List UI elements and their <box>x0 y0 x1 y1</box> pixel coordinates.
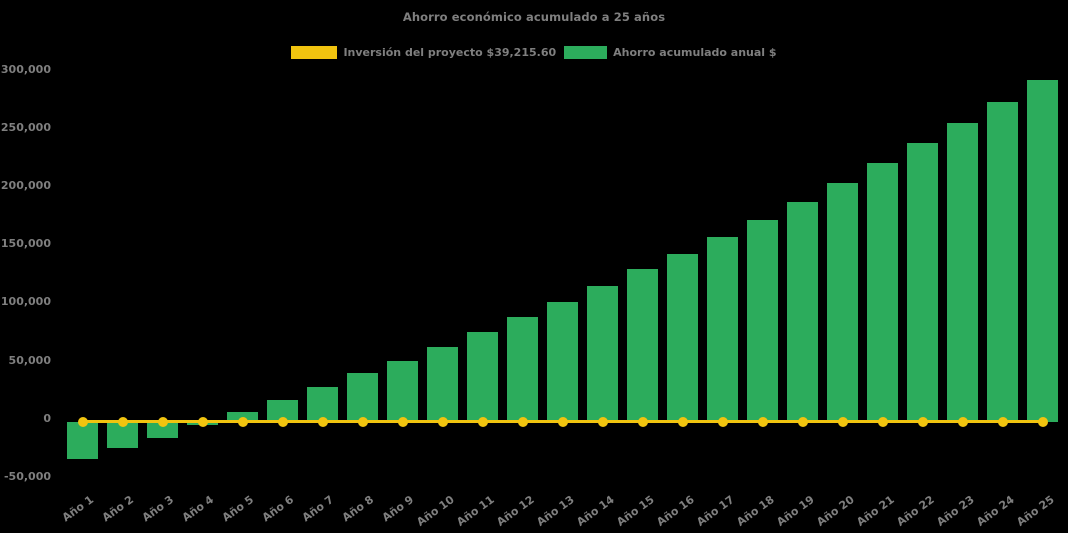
y-axis-tick-label: 100,000 <box>0 295 51 309</box>
savings-bar <box>787 201 819 422</box>
x-axis-tick-label: Año 5 <box>220 493 257 525</box>
legend-item-savings[interactable]: Ahorro acumulado anual $ <box>564 46 777 59</box>
x-axis-tick-label: Año 18 <box>733 493 777 529</box>
y-axis-tick-label: -50,000 <box>3 469 51 483</box>
investment-line-marker <box>437 416 448 427</box>
investment-line-marker <box>477 416 488 427</box>
savings-bar <box>67 421 99 459</box>
investment-line-marker <box>157 416 168 427</box>
investment-line-marker <box>717 416 728 427</box>
y-axis-tick-label: 250,000 <box>0 120 51 134</box>
savings-series-swatch <box>564 46 608 59</box>
savings-bar <box>667 253 699 422</box>
investment-line-marker <box>197 416 208 427</box>
x-axis-tick-label: Año 13 <box>533 493 577 529</box>
investment-line-marker <box>677 416 688 427</box>
savings-bar <box>827 182 859 422</box>
x-axis-tick-label: Año 22 <box>893 493 937 529</box>
investment-line-marker <box>1037 416 1048 427</box>
investment-line-marker <box>277 416 288 427</box>
savings-bar <box>867 163 899 422</box>
investment-line-marker <box>557 416 568 427</box>
x-axis-tick-label: Año 24 <box>973 493 1017 529</box>
savings-bar <box>147 421 179 438</box>
investment-line-marker <box>397 416 408 427</box>
savings-bar <box>267 399 299 422</box>
investment-line-marker <box>757 416 768 427</box>
investment-line-marker <box>957 416 968 427</box>
y-axis-tick-label: 50,000 <box>8 353 51 367</box>
savings-bar <box>987 101 1019 422</box>
x-axis-tick-label: Año 25 <box>1013 493 1057 529</box>
x-axis-tick-label: Año 1 <box>60 493 97 525</box>
x-axis-tick-label: Año 16 <box>653 493 697 529</box>
x-axis-tick-label: Año 17 <box>693 493 737 529</box>
x-axis-tick-label: Año 14 <box>573 493 617 529</box>
x-axis-tick-label: Año 7 <box>300 493 337 525</box>
y-axis-tick-label: 0 <box>43 411 51 425</box>
x-axis-tick-label: Año 23 <box>933 493 977 529</box>
legend-label-investment: Inversión del proyecto $39,215.60 <box>343 46 557 59</box>
x-axis-tick-label: Año 2 <box>100 493 137 525</box>
savings-bar <box>307 386 339 422</box>
savings-bar <box>907 143 939 422</box>
x-axis-tick-label: Año 10 <box>413 493 457 529</box>
savings-bar <box>627 269 659 422</box>
legend: Inversión del proyecto $39,215.60 Ahorro… <box>0 46 1068 59</box>
investment-line-marker <box>237 416 248 427</box>
x-axis-tick-label: Año 15 <box>613 493 657 529</box>
x-axis-tick-label: Año 11 <box>453 493 497 529</box>
chart-title: Ahorro económico acumulado a 25 años <box>402 10 666 24</box>
investment-line-marker <box>637 416 648 427</box>
x-axis-tick-label: Año 4 <box>180 493 217 525</box>
savings-bar <box>1027 79 1059 422</box>
investment-line-marker <box>597 416 608 427</box>
investment-series-swatch <box>291 46 338 59</box>
legend-item-investment[interactable]: Inversión del proyecto $39,215.60 <box>291 46 556 59</box>
x-axis-tick-label: Año 12 <box>493 493 537 529</box>
savings-bar <box>747 219 779 422</box>
y-axis-tick-label: 150,000 <box>0 237 51 251</box>
investment-line-marker <box>837 416 848 427</box>
legend-label-savings: Ahorro acumulado anual $ <box>613 46 777 59</box>
x-axis-tick-label: Año 3 <box>140 493 177 525</box>
investment-line-marker <box>877 416 888 427</box>
savings-bar <box>427 347 459 422</box>
investment-line-marker <box>917 416 928 427</box>
x-axis-tick-label: Año 8 <box>340 493 377 525</box>
investment-line-marker <box>317 416 328 427</box>
investment-line-marker <box>117 416 128 427</box>
x-axis-tick-label: Año 20 <box>813 493 857 529</box>
savings-bar <box>947 122 979 422</box>
x-axis-tick-label: Año 9 <box>380 493 417 525</box>
x-axis-tick-label: Año 6 <box>260 493 297 525</box>
investment-line-marker <box>997 416 1008 427</box>
y-axis-tick-label: 300,000 <box>0 62 51 76</box>
savings-bar <box>547 301 579 422</box>
y-axis-tick-label: 200,000 <box>0 179 51 193</box>
x-axis-tick-label: Año 19 <box>773 493 817 529</box>
savings-bar <box>507 317 539 422</box>
savings-bar <box>707 237 739 422</box>
investment-line-marker <box>517 416 528 427</box>
investment-line-marker <box>797 416 808 427</box>
savings-bar <box>347 373 379 422</box>
investment-line-marker <box>357 416 368 427</box>
savings-bar <box>387 360 419 422</box>
savings-bar <box>587 285 619 422</box>
investment-line-marker <box>77 416 88 427</box>
x-axis-tick-label: Año 21 <box>853 493 897 529</box>
savings-bar <box>467 332 499 422</box>
